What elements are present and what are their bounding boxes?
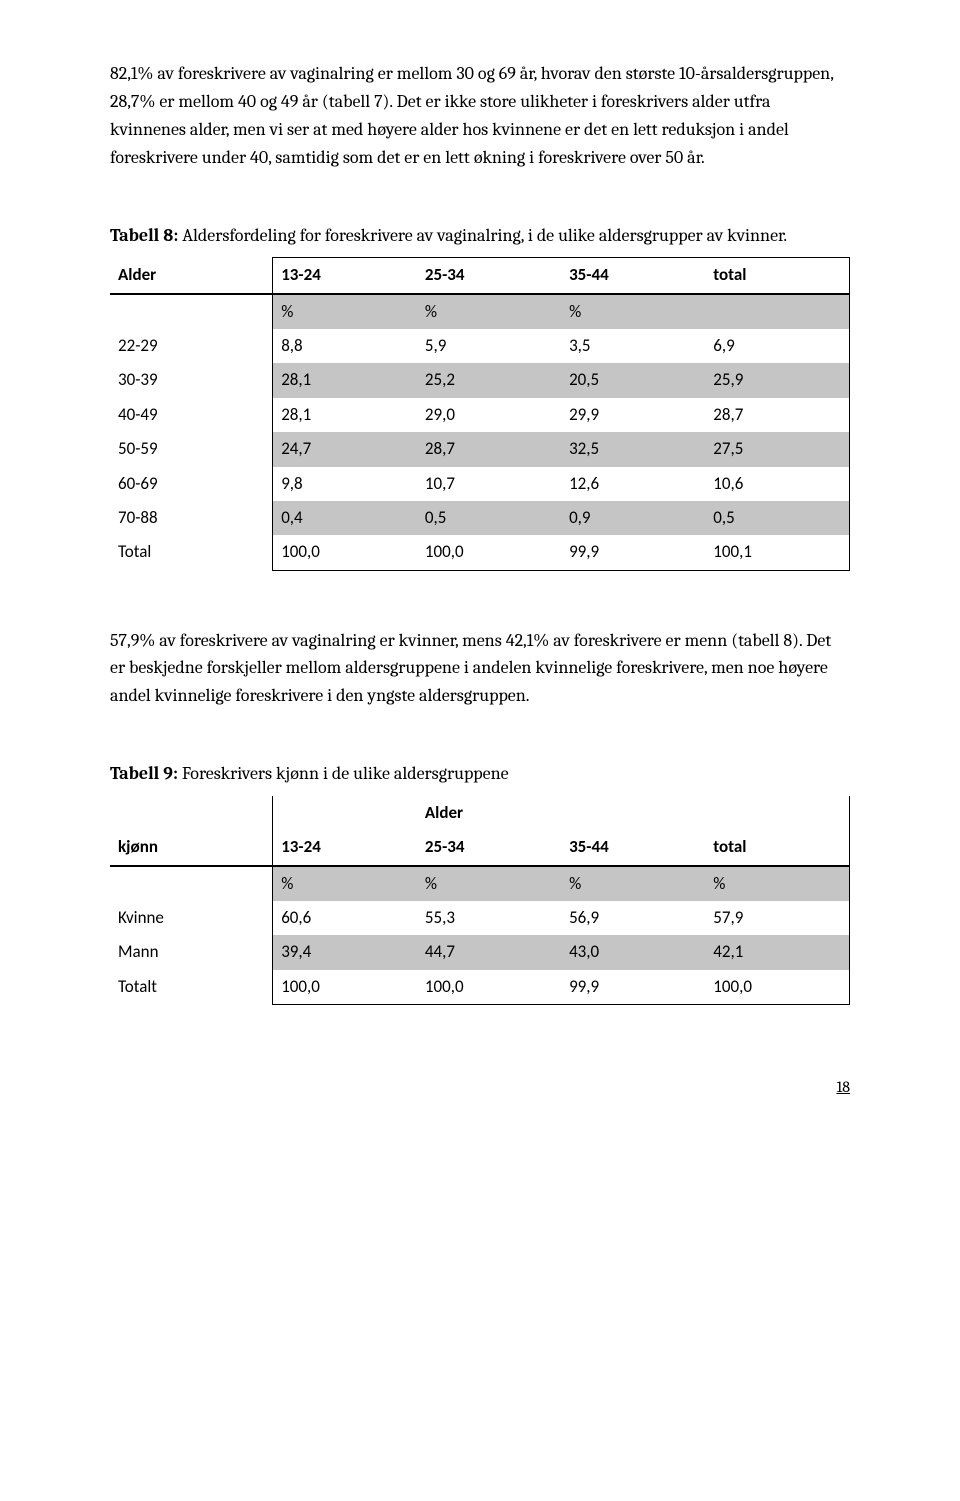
table9-total-row: Totalt 100,0 100,0 99,9 100,0: [110, 970, 850, 1005]
table9-caption-bold: Tabell 9:: [110, 763, 178, 784]
table8-cell: 28,7: [705, 398, 849, 432]
table8-cell: 28,7: [417, 432, 561, 466]
table8-pct4: [705, 294, 849, 329]
table9-cell: 60,6: [273, 901, 417, 935]
table9-cell: 57,9: [705, 901, 849, 935]
table8-pct-row: % % %: [110, 294, 850, 329]
table8-row: 70-880,40,50,90,5: [110, 501, 850, 535]
table8-cell: 25,9: [705, 363, 849, 397]
table9-cell: 39,4: [273, 935, 417, 969]
table9-cell: 55,3: [417, 901, 561, 935]
table8-pct1: %: [273, 294, 417, 329]
intro-paragraph: 82,1% av foreskrivere av vaginalring er …: [110, 60, 850, 172]
table9: Alder kjønn 13-24 25-34 35-44 total % % …: [110, 796, 850, 1005]
table8-cell: 25,2: [417, 363, 561, 397]
table9-h0: kjønn: [110, 830, 273, 865]
table9-caption-rest: Foreskrivers kjønn i de ulike aldersgrup…: [178, 763, 509, 784]
table8-cell: 24,7: [273, 432, 417, 466]
table8-row: 30-3928,125,220,525,9: [110, 363, 850, 397]
table8-cell: 3,5: [561, 329, 705, 363]
table8: Alder 13-24 25-34 35-44 total % % % 22-2…: [110, 257, 850, 570]
table9-total-v2: 100,0: [417, 970, 561, 1005]
table8-caption-rest: Aldersfordeling for foreskrivere av vagi…: [178, 225, 787, 246]
table9-total-v1: 100,0: [273, 970, 417, 1005]
table8-total-v1: 100,0: [273, 535, 417, 570]
table9-total-label: Totalt: [110, 970, 273, 1005]
table8-cell: 27,5: [705, 432, 849, 466]
table8-row: 60-699,810,712,610,6: [110, 467, 850, 501]
table8-caption-bold: Tabell 8:: [110, 225, 178, 246]
table8-cell: 8,8: [273, 329, 417, 363]
table8-cell: 10,7: [417, 467, 561, 501]
table8-total-v2: 100,0: [417, 535, 561, 570]
table9-total-v3: 99,9: [561, 970, 705, 1005]
table9-pct4: %: [705, 866, 849, 901]
table8-row: 40-4928,129,029,928,7: [110, 398, 850, 432]
table8-cell: 0,9: [561, 501, 705, 535]
table8-row-label: 22-29: [110, 329, 273, 363]
table9-h3: 35-44: [561, 830, 705, 865]
table8-cell: 6,9: [705, 329, 849, 363]
table9-caption: Tabell 9: Foreskrivers kjønn i de ulike …: [110, 760, 850, 788]
page-number: 18: [110, 1075, 850, 1100]
table9-total-v4: 100,0: [705, 970, 849, 1005]
table8-total-v4: 100,1: [705, 535, 849, 570]
table8-cell: 29,9: [561, 398, 705, 432]
table8-cell: 0,5: [705, 501, 849, 535]
table8-row-label: 60-69: [110, 467, 273, 501]
table8-row-label: 40-49: [110, 398, 273, 432]
table8-row-label: 50-59: [110, 432, 273, 466]
table8-pct3: %: [561, 294, 705, 329]
table8-cell: 12,6: [561, 467, 705, 501]
table8-h3: 35-44: [561, 258, 705, 294]
table8-cell: 28,1: [273, 398, 417, 432]
table8-cell: 29,0: [417, 398, 561, 432]
table9-cell: 56,9: [561, 901, 705, 935]
table8-cell: 32,5: [561, 432, 705, 466]
table9-cell: 43,0: [561, 935, 705, 969]
table8-cell: 0,4: [273, 501, 417, 535]
table8-caption: Tabell 8: Aldersfordeling for foreskrive…: [110, 222, 850, 250]
table8-cell: 10,6: [705, 467, 849, 501]
table8-cell: 28,1: [273, 363, 417, 397]
table9-pct1: %: [273, 866, 417, 901]
table8-cell: 20,5: [561, 363, 705, 397]
table9-cell: 44,7: [417, 935, 561, 969]
table8-total-row: Total 100,0 100,0 99,9 100,1: [110, 535, 850, 570]
table9-pct-blank: [110, 866, 273, 901]
table8-row-label: 70-88: [110, 501, 273, 535]
table8-cell: 9,8: [273, 467, 417, 501]
table8-total-v3: 99,9: [561, 535, 705, 570]
table9-row-label: Kvinne: [110, 901, 273, 935]
table8-h1: 13-24: [273, 258, 417, 294]
table8-row-label: 30-39: [110, 363, 273, 397]
table8-header-row: Alder 13-24 25-34 35-44 total: [110, 258, 850, 294]
table9-cell: 42,1: [705, 935, 849, 969]
table8-row: 22-298,85,93,56,9: [110, 329, 850, 363]
table8-pct2: %: [417, 294, 561, 329]
table9-header-row: kjønn 13-24 25-34 35-44 total: [110, 830, 850, 865]
table9-pct3: %: [561, 866, 705, 901]
table8-row: 50-5924,728,732,527,5: [110, 432, 850, 466]
table9-superheader-row: Alder: [110, 796, 850, 830]
table8-cell: 5,9: [417, 329, 561, 363]
table9-h1: 13-24: [273, 830, 417, 865]
table9-row-label: Mann: [110, 935, 273, 969]
table8-pct-blank: [110, 294, 273, 329]
table9-row: Kvinne60,655,356,957,9: [110, 901, 850, 935]
table9-row: Mann39,444,743,042,1: [110, 935, 850, 969]
table9-pct2: %: [417, 866, 561, 901]
table8-h2: 25-34: [417, 258, 561, 294]
mid-paragraph: 57,9% av foreskrivere av vaginalring er …: [110, 627, 850, 711]
table9-superheader: Alder: [417, 796, 561, 830]
table8-h4: total: [705, 258, 849, 294]
table8-total-label: Total: [110, 535, 273, 570]
table9-pct-row: % % % %: [110, 866, 850, 901]
table8-cell: 0,5: [417, 501, 561, 535]
table9-h4: total: [705, 830, 849, 865]
table8-h0: Alder: [110, 258, 273, 294]
table9-h2: 25-34: [417, 830, 561, 865]
